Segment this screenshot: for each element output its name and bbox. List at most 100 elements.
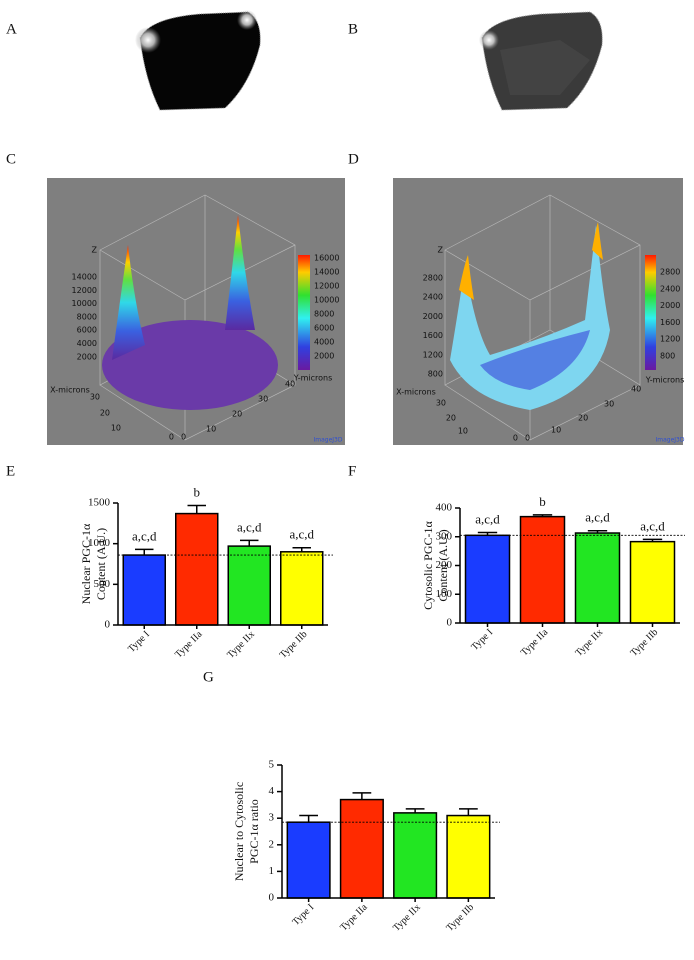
z-tick-label: 4000 <box>77 339 97 348</box>
y-tick-label: 30 <box>604 400 614 409</box>
panel-label: D <box>348 151 359 167</box>
x-tick-label: Type IIx <box>225 629 257 661</box>
panel-label: C <box>6 151 16 167</box>
y-tick-label: 30 <box>258 395 268 404</box>
z-tick-label: 1200 <box>423 350 443 359</box>
z-tick-label: 6000 <box>77 326 97 335</box>
panel-label: A <box>6 21 17 37</box>
colorbar-tick-label: 10000 <box>314 296 339 305</box>
credit: ImageJ3D <box>656 437 685 444</box>
colorbar-tick-label: 1200 <box>660 335 680 344</box>
colorbar-tick-label: 8000 <box>314 310 334 319</box>
y-tick-label: 4 <box>269 785 275 797</box>
panel-label: E <box>6 463 15 479</box>
x-tick-label: 0 <box>513 434 518 443</box>
z-tick-label: 2000 <box>77 352 97 361</box>
y-tick-label: 500 <box>94 578 111 590</box>
x-tick-label: 30 <box>436 399 446 408</box>
z-tick-label: 12000 <box>72 286 97 295</box>
y-tick-label: 300 <box>436 530 453 542</box>
surface-plot-d <box>393 178 683 445</box>
panel-label: G <box>203 669 214 685</box>
bar <box>574 532 621 624</box>
y-tick-label: 0 <box>525 434 530 443</box>
z-tick-label: 8000 <box>77 312 97 321</box>
bar <box>286 821 331 899</box>
micrograph-a <box>135 10 261 111</box>
colorbar-tick-label: 12000 <box>314 282 339 291</box>
y-axis-label: Content (A.U.) <box>94 528 108 600</box>
x-tick-label: Type I <box>126 629 152 655</box>
y-tick-label: 3 <box>269 812 275 824</box>
colorbar-tick-label: 800 <box>660 352 675 361</box>
x-tick-label: Type I <box>290 902 316 928</box>
x-tick-label: Type IIb <box>628 627 660 659</box>
x-tick-label: Type IIb <box>444 902 476 934</box>
colorbar-tick-label: 1600 <box>660 318 680 327</box>
z-tick-label: 10000 <box>72 299 97 308</box>
bar <box>393 812 438 899</box>
z-tick-label: 1600 <box>423 331 443 340</box>
x-tick-label: Type IIa <box>338 902 370 934</box>
z-axis-label: Z <box>438 246 444 255</box>
bar <box>175 512 219 626</box>
annotation: b <box>539 494 546 509</box>
annotation: a,c,d <box>640 518 665 533</box>
y-tick-label: 0 <box>105 619 111 631</box>
colorbar-tick-label: 14000 <box>314 268 339 277</box>
x-tick-label: Type I <box>469 627 495 653</box>
annotation: a,c,d <box>585 510 610 525</box>
z-tick-label: 800 <box>428 370 443 379</box>
y-tick-label: 2 <box>269 838 275 850</box>
y-tick-label: 100 <box>436 588 453 600</box>
y-tick-label: 1000 <box>88 537 111 549</box>
bar <box>122 554 166 626</box>
z-axis-label: Z <box>92 246 98 255</box>
annotation: a,c,d <box>237 519 262 534</box>
y-tick-label: 40 <box>631 385 641 394</box>
bar <box>629 540 676 624</box>
x-tick-label: 20 <box>100 409 110 418</box>
y-axis-label: Cytosolic PGC-1α <box>421 520 435 609</box>
x-tick-label: 10 <box>458 427 468 436</box>
y-axis-label: Y-microns <box>293 374 332 383</box>
x-tick-label: 20 <box>446 414 456 423</box>
y-tick-label: 20 <box>232 410 242 419</box>
colorbar-tick-label: 6000 <box>314 324 334 333</box>
bar <box>519 515 566 624</box>
credit: ImageJ3D <box>314 437 343 444</box>
y-tick-label: 0 <box>181 433 186 442</box>
x-tick-label: Type IIx <box>573 627 605 659</box>
x-tick-label: 10 <box>111 424 121 433</box>
colorbar-tick-label: 16000 <box>314 254 339 263</box>
x-tick-label: Type IIa <box>519 627 551 659</box>
z-tick-label: 2000 <box>423 312 443 321</box>
y-tick-label: 10 <box>206 425 216 434</box>
y-tick-label: 1 <box>269 865 275 877</box>
x-tick-label: Type IIb <box>278 629 310 661</box>
x-tick-label: Type IIx <box>391 902 423 934</box>
x-tick-label: 0 <box>169 433 174 442</box>
y-axis-label: PGC-1α ratio <box>247 799 261 864</box>
x-axis-label: X-microns <box>50 386 90 395</box>
y-tick-label: 5 <box>269 759 275 771</box>
y-tick-label: 0 <box>269 892 275 904</box>
colorbar-tick-label: 2000 <box>660 301 680 310</box>
z-tick-label: 2800 <box>423 274 443 283</box>
surface-plot-c <box>47 178 345 445</box>
x-tick-label: 30 <box>90 393 100 402</box>
colorbar-tick-label: 2400 <box>660 284 680 293</box>
bar <box>227 545 271 626</box>
bar <box>280 551 324 626</box>
bar <box>339 798 384 899</box>
y-tick-label: 10 <box>551 426 561 435</box>
y-axis-label: Nuclear to Cytosolic <box>232 782 246 881</box>
y-tick-label: 20 <box>578 414 588 423</box>
y-axis-label: Content (A.U.) <box>436 529 450 601</box>
colorbar-tick-label: 2000 <box>314 352 334 361</box>
bar <box>464 534 511 624</box>
colorbar-tick-label: 4000 <box>314 338 334 347</box>
y-axis-label: Y-microns <box>645 376 684 385</box>
z-tick-label: 2400 <box>423 293 443 302</box>
